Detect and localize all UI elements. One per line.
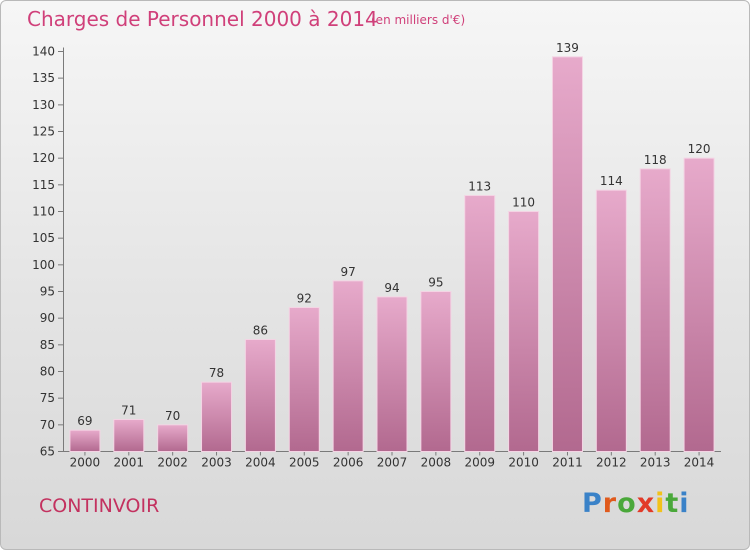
x-tick-label: 2004 — [245, 456, 276, 470]
y-tick-label: 120 — [32, 151, 55, 165]
bar-2005 — [288, 307, 320, 452]
y-tick-label: 130 — [32, 98, 55, 112]
bar-2012 — [595, 189, 627, 453]
y-tick-label: 65 — [40, 445, 55, 459]
bar-2001 — [113, 419, 145, 452]
chart-subtitle: (en milliers d'€) — [371, 13, 466, 27]
bar-2014 — [683, 157, 715, 453]
data-label: 92 — [297, 292, 312, 306]
logo-letter: x — [636, 488, 656, 519]
x-tick-label: 2009 — [464, 456, 495, 470]
y-tick-label: 70 — [40, 418, 55, 432]
data-label: 69 — [77, 414, 92, 428]
data-label: 113 — [468, 180, 491, 194]
chart-labels: 69 71 70 78 86 92 97 94 95 113 110 139 114 118 120 — [77, 41, 710, 428]
data-label: 97 — [340, 265, 355, 279]
y-tick-label: 100 — [32, 258, 55, 272]
bar-2008 — [420, 291, 452, 452]
y-tick-label: 90 — [40, 311, 55, 325]
data-label: 114 — [600, 174, 623, 188]
logo-letter: r — [602, 488, 618, 519]
bar-2000 — [69, 429, 101, 452]
y-tick-label: 85 — [40, 338, 55, 352]
y-tick-label: 95 — [40, 285, 55, 299]
x-tick-label: 2012 — [596, 456, 627, 470]
town-name: CONTINVOIR — [39, 495, 160, 517]
y-tick-label: 75 — [40, 391, 55, 405]
x-tick-label: 2013 — [640, 456, 671, 470]
bar-2002 — [157, 424, 189, 453]
bar-2003 — [201, 381, 233, 452]
x-tick-label: 2006 — [333, 456, 364, 470]
data-label: 70 — [165, 409, 180, 423]
data-label: 139 — [556, 41, 579, 55]
data-label: 78 — [209, 366, 224, 380]
y-tick-label: 135 — [32, 71, 55, 85]
chart-bars — [69, 56, 715, 453]
chart-title: Charges de Personnel 2000 à 2014 — [27, 7, 378, 31]
x-tick-label: 2002 — [157, 456, 188, 470]
data-label: 110 — [512, 196, 535, 210]
y-tick-label: 140 — [32, 45, 55, 59]
x-tick-label: 2001 — [114, 456, 145, 470]
y-tick-label: 125 — [32, 125, 55, 139]
logo-letter: P — [582, 488, 603, 519]
bar-2010 — [508, 211, 540, 452]
y-tick-label: 115 — [32, 178, 55, 192]
x-tick-label: 2003 — [201, 456, 232, 470]
logo-letter: i — [679, 488, 690, 519]
y-tick-label: 105 — [32, 231, 55, 245]
x-tick-label: 2008 — [421, 456, 452, 470]
data-label: 95 — [428, 276, 443, 290]
data-label: 71 — [121, 404, 136, 418]
data-label: 120 — [688, 142, 711, 156]
x-tick-label: 2000 — [70, 456, 101, 470]
x-tick-label: 2007 — [377, 456, 408, 470]
logo-letter: t — [665, 488, 680, 519]
logo-letter: o — [617, 488, 637, 519]
proxiti-logo: Proxiti — [582, 488, 690, 519]
bar-2009 — [464, 195, 496, 452]
x-tick-label: 2005 — [289, 456, 320, 470]
logo-letter: i — [655, 488, 666, 519]
bar-2007 — [376, 296, 408, 453]
data-label: 94 — [384, 281, 399, 295]
bar-2013 — [639, 168, 671, 452]
x-tick-label: 2014 — [684, 456, 715, 470]
bar-2006 — [332, 280, 364, 453]
data-label: 86 — [253, 324, 268, 338]
data-label: 118 — [644, 153, 667, 167]
y-tick-label: 110 — [32, 205, 55, 219]
bar-2011 — [551, 56, 583, 452]
x-tick-label: 2011 — [552, 456, 583, 470]
chart-axes: 65 70 75 80 85 90 95 100 105 110 115 120 125 130 135 14… — [32, 45, 721, 470]
y-tick-label: 80 — [40, 365, 55, 379]
bar-2004 — [244, 339, 276, 452]
x-tick-label: 2010 — [508, 456, 539, 470]
